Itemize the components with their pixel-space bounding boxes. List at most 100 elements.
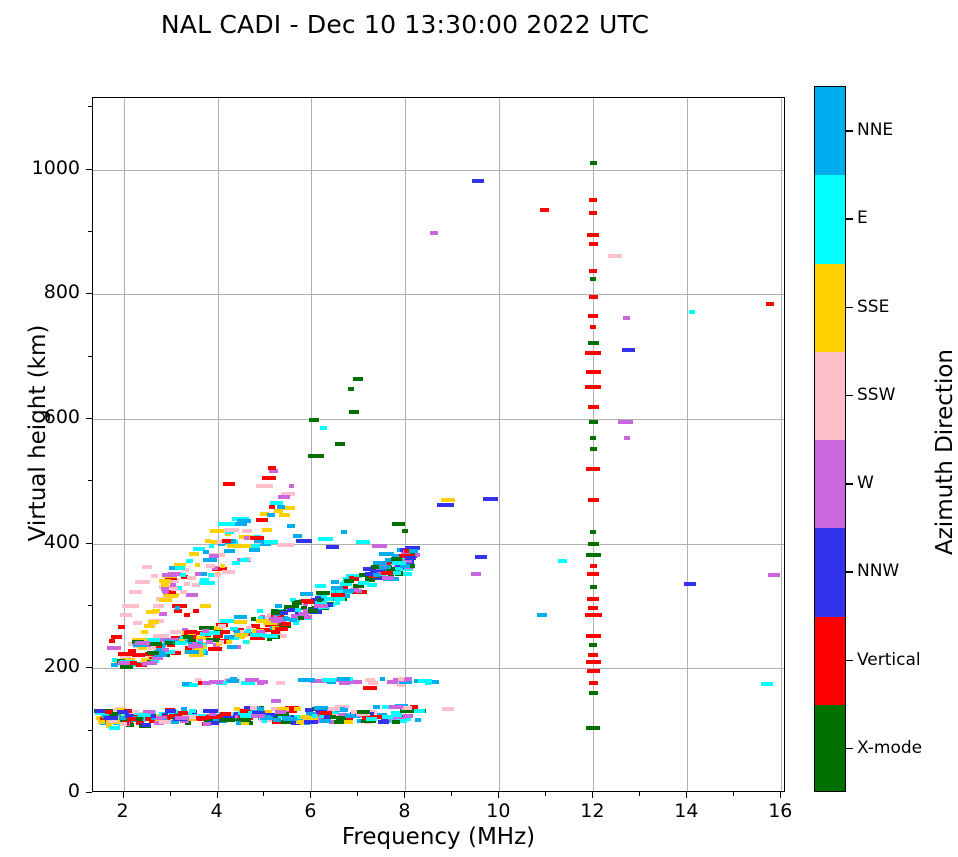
x-tick-minor (263, 792, 265, 796)
colorbar-segment-ssw[interactable] (815, 351, 845, 440)
data-point (382, 705, 393, 710)
data-point (211, 565, 218, 570)
data-point (588, 242, 598, 247)
data-point (138, 713, 149, 718)
data-point (244, 678, 259, 683)
colorbar-segment-e[interactable] (815, 175, 845, 264)
data-point (588, 691, 598, 696)
data-point (378, 719, 390, 724)
data-point (141, 630, 149, 635)
colorbar-tick (846, 571, 853, 573)
colorbar-segment-sse[interactable] (815, 263, 845, 352)
data-point (255, 484, 273, 489)
data-point (269, 505, 276, 510)
x-tick (310, 792, 312, 798)
data-point (370, 714, 384, 719)
data-point (590, 277, 597, 282)
data-point (189, 652, 205, 657)
data-point (243, 639, 250, 644)
colorbar-tick (846, 483, 853, 485)
y-tick-minor (88, 480, 92, 482)
x-tick-minor (733, 792, 735, 796)
data-point (202, 722, 211, 727)
data-point (334, 708, 348, 713)
data-point (234, 632, 248, 637)
data-point (141, 722, 152, 727)
y-tick-label: 200 (43, 655, 80, 678)
x-tick-label: 6 (304, 800, 317, 822)
y-axis-label: Virtual height (km) (25, 324, 51, 542)
data-point (587, 232, 600, 237)
colorbar-title: Azimuth Direction (932, 349, 958, 555)
colorbar-tick (846, 659, 853, 662)
data-point (403, 571, 413, 576)
data-point (152, 713, 160, 718)
x-tick (592, 792, 594, 798)
data-point (196, 636, 211, 641)
data-point (128, 590, 142, 595)
colorbar-segment-x-mode[interactable] (815, 704, 845, 791)
data-point (147, 638, 161, 643)
data-point (330, 677, 344, 682)
data-point (225, 679, 239, 684)
y-tick (86, 667, 92, 669)
colorbar[interactable] (814, 86, 846, 792)
data-point (190, 631, 208, 636)
data-point (305, 708, 314, 713)
data-point (403, 714, 414, 719)
data-point (370, 568, 386, 572)
data-point (299, 715, 309, 720)
data-point (212, 718, 219, 723)
colorbar-segment-nne[interactable] (815, 87, 845, 176)
data-point (202, 708, 218, 713)
gridline-vertical (781, 98, 783, 791)
data-point (370, 565, 379, 570)
data-point (195, 677, 203, 682)
data-point (276, 706, 289, 711)
data-point (334, 441, 345, 446)
data-point (301, 606, 308, 610)
data-point (290, 720, 296, 725)
data-point (587, 571, 600, 576)
data-point (351, 710, 358, 715)
data-point (151, 713, 157, 718)
colorbar-segment-nnw[interactable] (815, 528, 845, 617)
data-point (155, 716, 168, 721)
data-point (408, 563, 415, 568)
data-point (217, 540, 226, 545)
data-point (233, 630, 240, 635)
data-point (325, 603, 334, 608)
data-point (250, 623, 260, 628)
data-point (248, 547, 260, 552)
data-point (274, 509, 284, 514)
gridline-horizontal (93, 169, 784, 171)
data-point (313, 706, 328, 711)
data-point (322, 707, 335, 712)
data-point (397, 677, 404, 682)
data-point (147, 620, 159, 625)
gridline-horizontal (93, 419, 784, 420)
data-point (348, 387, 355, 392)
data-point (396, 682, 405, 687)
data-point (282, 717, 297, 721)
colorbar-segment-vertical[interactable] (815, 616, 845, 705)
data-point (164, 708, 176, 713)
colorbar-segment-w[interactable] (815, 440, 845, 529)
y-tick-label: 1000 (31, 156, 80, 179)
data-point (272, 614, 278, 619)
data-point (169, 583, 176, 588)
data-point (317, 597, 323, 602)
data-point (294, 707, 302, 712)
data-point (341, 530, 348, 535)
page-title: NAL CADI - Dec 10 13:30:00 2022 UTC (160, 10, 650, 39)
data-point (334, 713, 347, 718)
colorbar-label-x-mode: X-mode (857, 737, 923, 758)
data-point (348, 409, 359, 414)
data-point (134, 580, 150, 585)
data-point (585, 384, 602, 389)
data-point (585, 369, 601, 374)
data-point (209, 711, 217, 716)
data-point (112, 657, 118, 662)
data-point (482, 496, 498, 501)
data-point (147, 651, 160, 656)
